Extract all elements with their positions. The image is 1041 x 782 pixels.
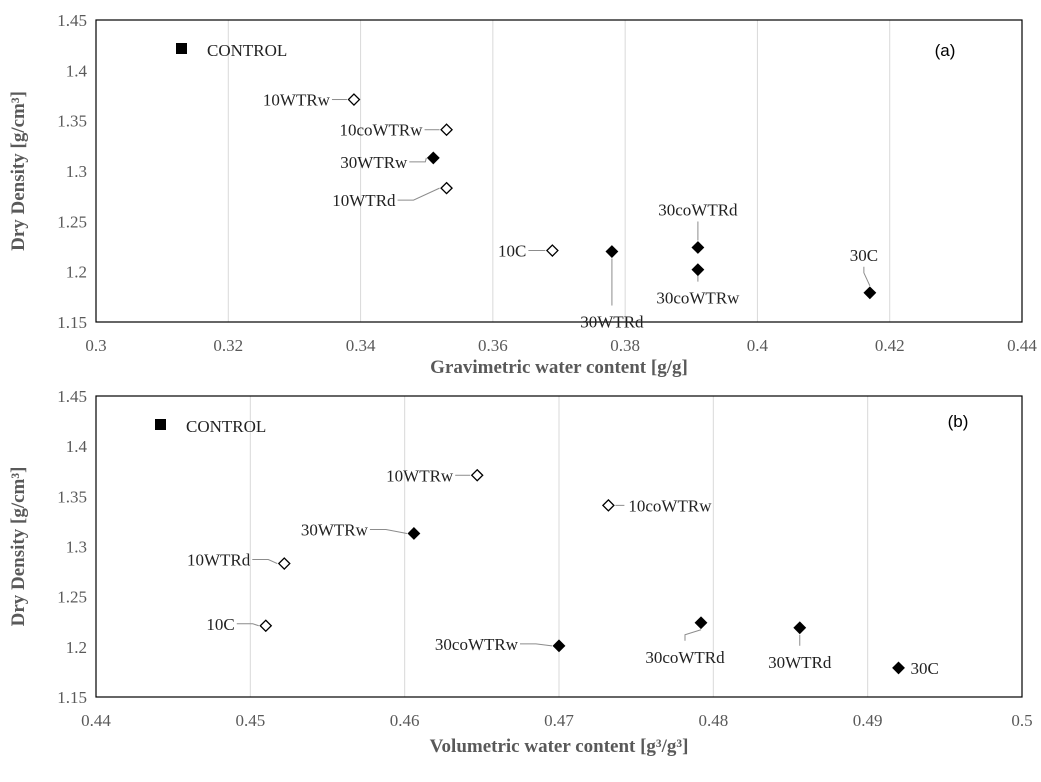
y-tick-label: 1.25 <box>57 212 87 231</box>
data-label: 30WTRw <box>340 153 408 172</box>
data-point <box>545 244 559 257</box>
data-label: 10WTRw <box>386 466 454 485</box>
x-tick-label: 0.36 <box>478 336 508 355</box>
data-point <box>863 286 877 300</box>
x-tick-label: 0.48 <box>698 711 728 730</box>
data-point <box>407 527 421 540</box>
data-point <box>259 619 273 633</box>
data-label: 30C <box>850 246 878 265</box>
data-point <box>426 151 440 165</box>
y-axis-title: Dry Density [g/cm³] <box>8 467 29 627</box>
y-tick-label: 1.35 <box>57 487 87 506</box>
data-label: 10coWTRw <box>339 121 423 140</box>
plot-frame <box>95 19 1023 323</box>
x-tick-label: 0.49 <box>853 711 883 730</box>
label-leader-line <box>863 266 871 287</box>
y-tick-label: 1.3 <box>66 162 87 181</box>
x-tick-label: 0.32 <box>213 336 243 355</box>
chart-panel-b: 0.44 0.45 0.46 0.47 0.48 0.49 0.5 1.15 1.2 1.25 1.… <box>8 387 1033 757</box>
data-label: 10WTRd <box>187 551 251 570</box>
data-point <box>440 123 453 137</box>
legend-label: CONTROL <box>207 41 287 60</box>
data-label: 10WTRd <box>332 191 396 210</box>
chart-panel-a: 0.3 0.32 0.34 0.36 0.38 0.4 0.42 0.44 1.15 1.2 1.2… <box>8 11 1037 378</box>
data-label: 30coWTRw <box>656 289 740 308</box>
data-point <box>440 181 453 195</box>
y-tick-label: 1.15 <box>57 688 87 707</box>
data-point <box>552 639 566 653</box>
data-point <box>691 241 705 254</box>
data-label: 30WTRd <box>768 653 832 672</box>
y-tick-label: 1.25 <box>57 588 87 607</box>
data-point <box>793 621 807 635</box>
data-point <box>347 93 361 106</box>
y-tick-label: 1.45 <box>57 11 87 30</box>
y-tick-label: 1.4 <box>66 437 88 456</box>
y-tick-label: 1.3 <box>66 538 87 557</box>
label-leader-line <box>236 623 259 627</box>
data-label: 30coWTRd <box>645 648 725 667</box>
label-leader-line <box>684 629 702 641</box>
x-tick-label: 0.38 <box>610 336 640 355</box>
label-leader-line <box>409 157 427 163</box>
label-leader-line <box>252 559 278 565</box>
data-label: 30WTRd <box>580 313 644 332</box>
y-tick-label: 1.35 <box>57 112 87 131</box>
x-tick-label: 0.5 <box>1011 711 1032 730</box>
data-label: 30WTRw <box>301 520 369 539</box>
label-leader-line <box>520 643 553 647</box>
x-tick-label: 0.44 <box>1007 336 1037 355</box>
x-tick-label: 0.4 <box>747 336 769 355</box>
y-tick-label: 1.2 <box>66 638 87 657</box>
x-tick-label: 0.34 <box>346 336 376 355</box>
y-tick-label: 1.4 <box>66 61 88 80</box>
data-point <box>470 468 484 482</box>
x-tick-label: 0.44 <box>81 711 111 730</box>
x-tick-label: 0.3 <box>85 336 106 355</box>
data-point <box>691 263 705 277</box>
x-axis-title: Gravimetric water content [g/g] <box>430 357 688 378</box>
data-label: 30coWTRd <box>658 201 738 220</box>
y-tick-label: 1.15 <box>57 313 87 332</box>
data-point <box>892 661 905 675</box>
x-tick-label: 0.45 <box>235 711 265 730</box>
data-label: 30C <box>911 659 939 678</box>
y-axis-title: Dry Density [g/cm³] <box>8 91 29 251</box>
x-tick-label: 0.47 <box>544 711 574 730</box>
y-tick-label: 1.45 <box>57 387 87 406</box>
legend-label: CONTROL <box>186 417 266 436</box>
x-tick-label: 0.46 <box>390 711 420 730</box>
data-point <box>694 616 708 630</box>
x-tick-label: 0.42 <box>875 336 905 355</box>
label-leader-line <box>397 187 440 201</box>
data-point <box>601 498 615 512</box>
x-axis-title: Volumetric water content [g³/g³] <box>430 736 689 757</box>
panel-label: (b) <box>948 412 969 431</box>
panel-label: (a) <box>935 41 956 60</box>
data-label: 30coWTRw <box>435 635 519 654</box>
plot-frame <box>95 395 1023 698</box>
y-tick-label: 1.2 <box>66 263 87 282</box>
legend-marker-square <box>176 43 187 54</box>
data-point <box>277 557 291 570</box>
data-label: 10C <box>206 615 234 634</box>
data-label: 10WTRw <box>263 91 331 110</box>
data-label: 10C <box>498 242 526 261</box>
legend-marker-square <box>155 419 166 430</box>
label-leader-line <box>369 528 408 534</box>
data-point <box>605 245 619 258</box>
data-label: 10coWTRw <box>628 496 712 515</box>
